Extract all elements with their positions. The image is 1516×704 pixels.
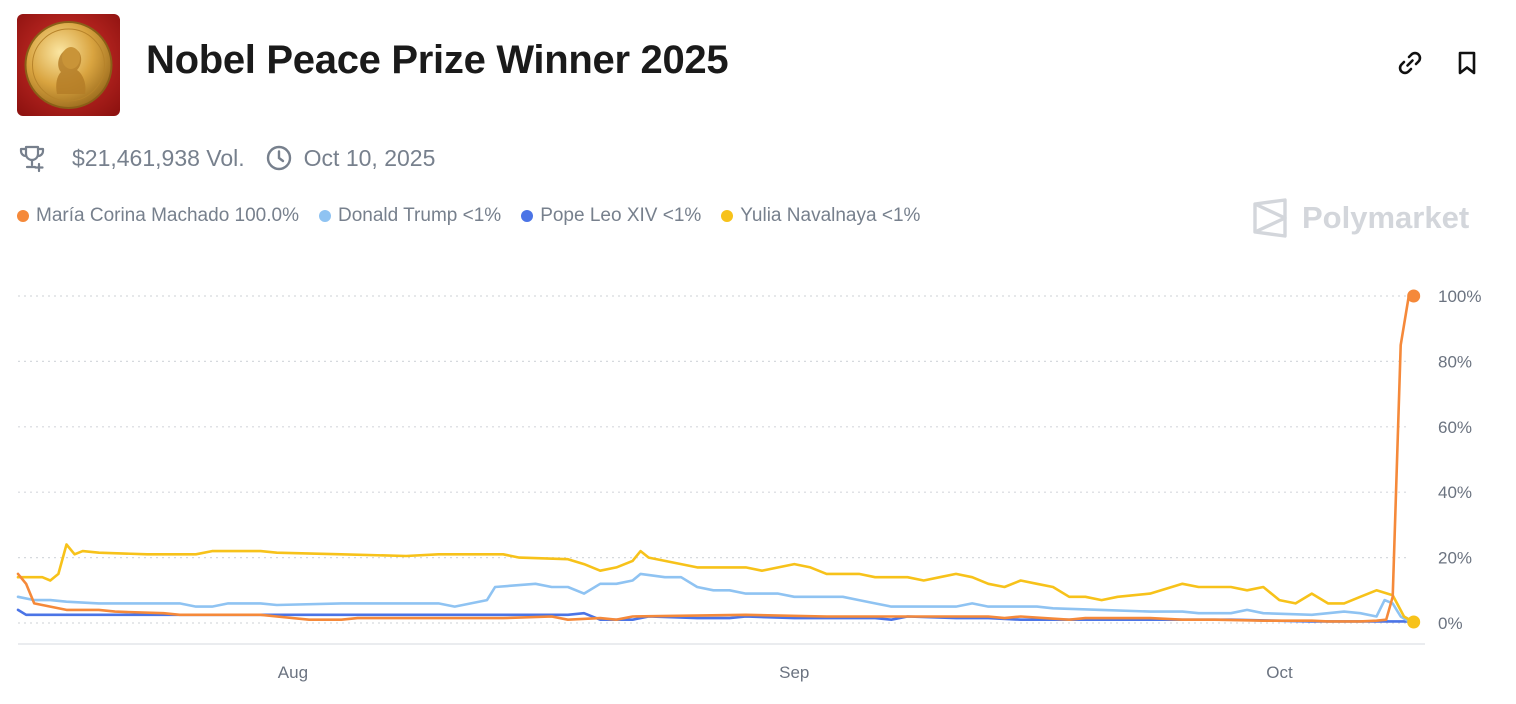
legend-value: <1% <box>881 205 921 226</box>
legend-item[interactable]: Donald Trump <1% <box>319 205 501 227</box>
y-tick-label: 40% <box>1438 483 1472 502</box>
nobel-medal-icon <box>17 14 120 116</box>
legend-dot <box>319 210 331 222</box>
legend-dot <box>521 210 534 222</box>
market-image <box>17 14 120 116</box>
y-tick-label: 80% <box>1438 352 1472 371</box>
series-end-marker <box>1407 289 1421 303</box>
market-meta: $21,461,938 Vol. Oct 10, 2025 <box>17 142 435 174</box>
x-tick-label: Oct <box>1266 663 1293 682</box>
legend-name: Yulia Navalnaya <box>740 205 877 226</box>
legend-name: Donald Trump <box>338 205 458 226</box>
legend-value: 100.0% <box>234 205 299 226</box>
polymarket-watermark: Polymarket <box>1252 198 1469 238</box>
bookmark-icon <box>1458 51 1476 75</box>
legend-value: <1% <box>462 205 502 226</box>
link-icon <box>1398 51 1422 75</box>
market-title: Nobel Peace Prize Winner 2025 <box>146 38 729 82</box>
chart-legend: María Corina Machado 100.0% Donald Trump… <box>17 205 940 227</box>
chart-end-markers <box>1407 289 1421 629</box>
chart-grid <box>18 295 1410 624</box>
legend-name: Pope Leo XIV <box>540 205 658 226</box>
price-history-chart[interactable]: 100% 80% 60% 40% 20% 0% Aug Sep Oct <box>0 250 1516 704</box>
legend-dot <box>721 210 734 222</box>
series-line-donald-trump[interactable] <box>16 572 1415 623</box>
y-tick-label: 20% <box>1438 549 1472 568</box>
chart-axes: 100% 80% 60% 40% 20% 0% Aug Sep Oct <box>18 287 1481 682</box>
series-line-yulia-navalnaya[interactable] <box>16 543 1415 624</box>
trophy-icon <box>17 143 47 173</box>
legend-dot <box>17 210 29 222</box>
watermark-text: Polymarket <box>1302 200 1470 235</box>
y-tick-label: 100% <box>1438 287 1481 306</box>
legend-item[interactable]: María Corina Machado 100.0% <box>17 205 299 227</box>
chart-series <box>16 294 1415 624</box>
copy-link-button[interactable] <box>1393 46 1427 80</box>
legend-item[interactable]: Pope Leo XIV <1% <box>521 205 701 227</box>
legend-item[interactable]: Yulia Navalnaya <1% <box>721 205 920 227</box>
legend-value: <1% <box>662 205 702 226</box>
y-tick-label: 0% <box>1438 614 1463 633</box>
x-tick-label: Sep <box>779 663 809 682</box>
bookmark-button[interactable] <box>1450 46 1484 80</box>
x-tick-label: Aug <box>278 663 308 682</box>
volume-text: $21,461,938 Vol. <box>72 144 245 171</box>
series-end-marker <box>1407 615 1421 629</box>
y-tick-label: 60% <box>1438 418 1472 437</box>
end-date-text: Oct 10, 2025 <box>303 144 436 171</box>
polymarket-logo-icon <box>1253 198 1287 238</box>
legend-name: María Corina Machado <box>36 205 230 226</box>
series-line-pope-leo-xiv[interactable] <box>16 608 1415 623</box>
clock-icon <box>265 144 293 172</box>
series-line-mar-a-corina-machado[interactable] <box>16 294 1415 623</box>
